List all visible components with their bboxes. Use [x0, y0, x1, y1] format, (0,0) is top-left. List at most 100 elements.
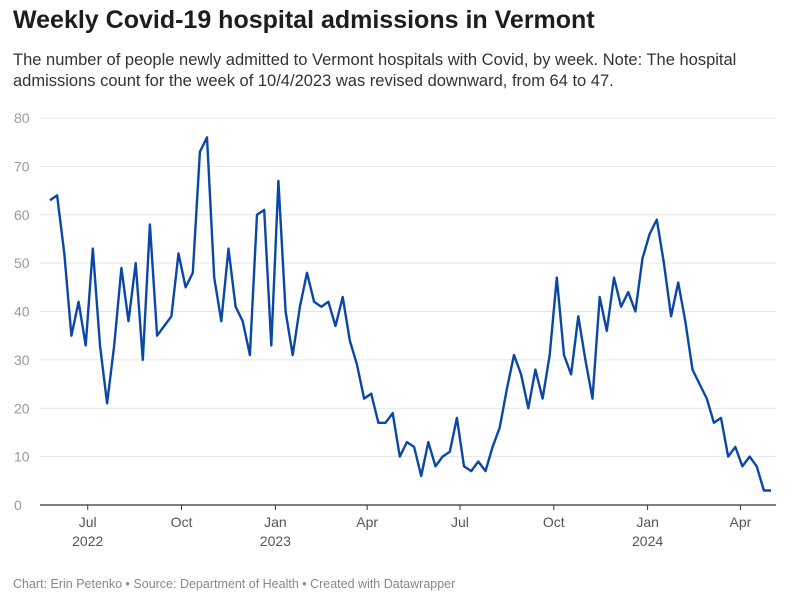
data-point: [590, 396, 596, 402]
data-point: [368, 391, 374, 397]
data-point: [668, 313, 674, 319]
chart-title: Weekly Covid-19 hospital admissions in V…: [13, 6, 595, 34]
data-point: [625, 289, 631, 295]
data-point: [218, 318, 224, 324]
data-point: [54, 192, 60, 198]
data-point: [582, 357, 588, 363]
data-point: [383, 420, 389, 426]
x-tick-label: Oct: [543, 514, 565, 530]
data-point: [233, 304, 239, 310]
y-tick-label: 30: [14, 352, 30, 368]
data-point: [618, 304, 624, 310]
data-point: [404, 439, 410, 445]
data-point: [704, 396, 710, 402]
data-point: [147, 221, 153, 227]
y-tick-label: 80: [14, 110, 30, 126]
y-tick-label: 60: [14, 207, 30, 223]
data-point: [490, 444, 496, 450]
data-point: [311, 299, 317, 305]
data-point: [47, 197, 53, 203]
data-point: [418, 473, 424, 479]
data-point: [540, 396, 546, 402]
data-point: [475, 458, 481, 464]
data-point: [532, 367, 538, 373]
x-tick-label: Jan: [636, 514, 659, 530]
data-point: [632, 309, 638, 315]
data-point: [211, 275, 217, 281]
data-point: [68, 333, 74, 339]
data-point: [482, 468, 488, 474]
data-point: [118, 265, 124, 271]
data-point: [390, 410, 396, 416]
data-point: [275, 178, 281, 184]
data-point: [61, 250, 67, 256]
data-point: [711, 420, 717, 426]
data-point: [768, 487, 774, 493]
data-point: [225, 246, 231, 252]
y-tick-label: 50: [14, 255, 30, 271]
chart-subtitle: The number of people newly admitted to V…: [13, 51, 737, 90]
data-point: [604, 328, 610, 334]
data-point: [104, 400, 110, 406]
data-point: [111, 342, 117, 348]
data-point: [718, 415, 724, 421]
data-point: [425, 439, 431, 445]
data-point: [140, 357, 146, 363]
data-point: [697, 381, 703, 387]
data-point: [190, 270, 196, 276]
data-point: [432, 463, 438, 469]
data-point: [333, 323, 339, 329]
data-point: [90, 246, 96, 252]
admissions-line: [49, 136, 771, 492]
data-point: [725, 454, 731, 460]
x-tick-label: Jul: [79, 514, 97, 530]
gridlines: [40, 117, 776, 506]
data-point: [447, 449, 453, 455]
x-tick-year: 2022: [72, 533, 103, 549]
data-point: [647, 231, 653, 237]
data-point: [154, 333, 160, 339]
x-tick-year: 2024: [632, 533, 663, 549]
data-point: [126, 318, 132, 324]
data-point: [354, 362, 360, 368]
data-point: [247, 352, 253, 358]
data-point: [304, 270, 310, 276]
data-point: [325, 299, 331, 305]
data-point: [739, 463, 745, 469]
data-point: [661, 260, 667, 266]
data-point: [97, 342, 103, 348]
data-point: [297, 304, 303, 310]
data-point: [575, 313, 581, 319]
data-point: [597, 294, 603, 300]
data-point: [468, 468, 474, 474]
data-point: [454, 415, 460, 421]
data-point: [497, 425, 503, 431]
x-axis: Jul 2022 Oct Jan 2023 Apr Jul Oct Jan 2024 Apr: [72, 505, 752, 549]
y-tick-label: 0: [14, 497, 22, 513]
data-point: [504, 386, 510, 392]
data-point: [347, 338, 353, 344]
data-point: [204, 134, 210, 140]
data-point: [689, 367, 695, 373]
data-point: [547, 352, 553, 358]
data-point: [283, 309, 289, 315]
y-tick-label: 40: [14, 304, 30, 320]
data-point: [411, 444, 417, 450]
y-tick-label: 70: [14, 158, 30, 174]
data-point: [76, 299, 82, 305]
x-tick-year: 2023: [260, 533, 291, 549]
data-point: [561, 352, 567, 358]
data-point: [747, 454, 753, 460]
data-point: [518, 371, 524, 377]
data-point: [340, 294, 346, 300]
data-point: [675, 279, 681, 285]
data-point: [397, 454, 403, 460]
data-point: [254, 212, 260, 218]
chart-footer: Chart: Erin Petenko • Source: Department…: [13, 577, 456, 591]
y-tick-label: 10: [14, 449, 30, 465]
data-point: [375, 420, 381, 426]
data-point: [168, 313, 174, 319]
data-point: [183, 284, 189, 290]
data-point: [511, 352, 517, 358]
